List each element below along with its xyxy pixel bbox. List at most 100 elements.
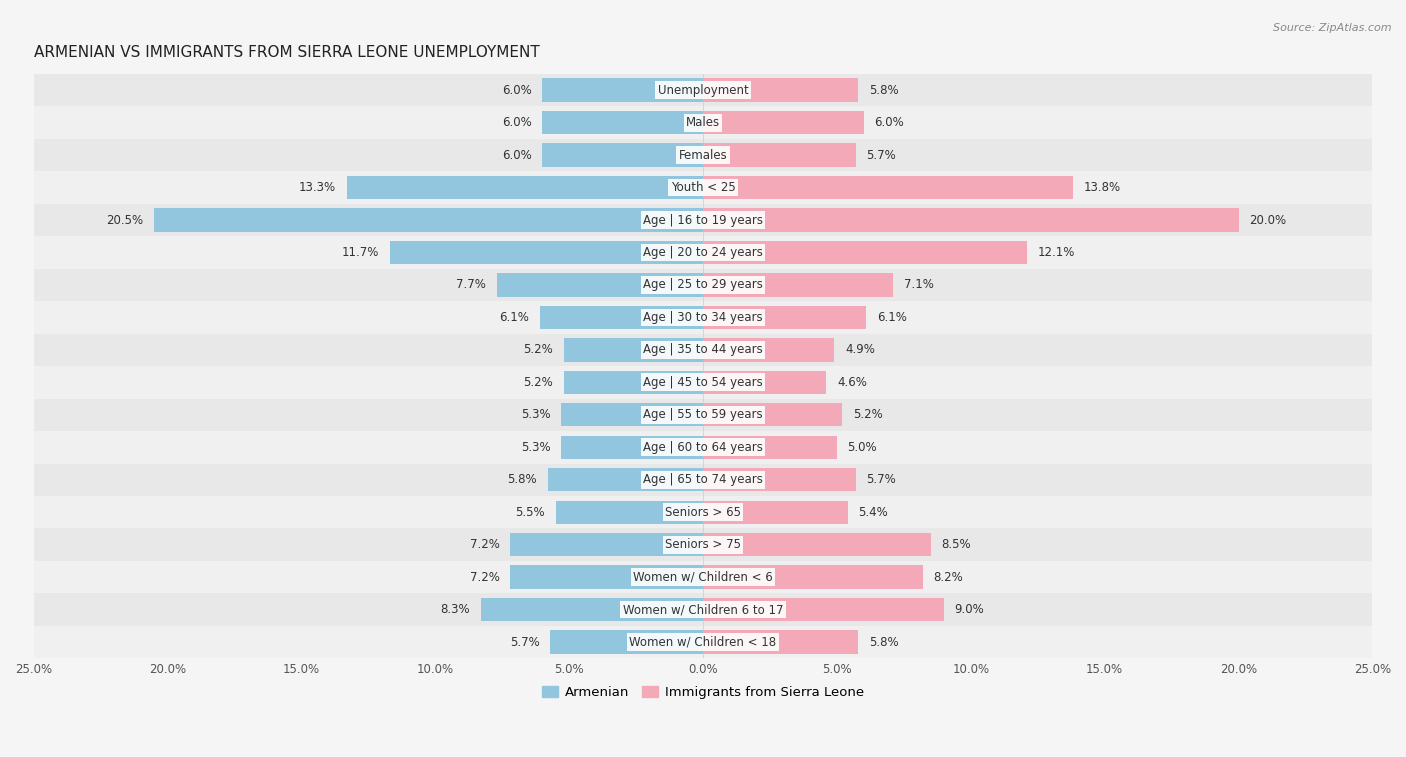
Bar bbox=[34, 593, 1372, 626]
Bar bbox=[543, 79, 703, 102]
Bar bbox=[548, 468, 703, 491]
Text: Women w/ Children 6 to 17: Women w/ Children 6 to 17 bbox=[623, 603, 783, 616]
Bar bbox=[481, 598, 703, 621]
Text: 5.2%: 5.2% bbox=[523, 344, 553, 357]
Text: 5.5%: 5.5% bbox=[516, 506, 546, 519]
Bar bbox=[703, 565, 922, 589]
Bar bbox=[703, 631, 858, 654]
Text: Age | 60 to 64 years: Age | 60 to 64 years bbox=[643, 441, 763, 453]
Text: 5.8%: 5.8% bbox=[869, 84, 898, 97]
Text: 5.3%: 5.3% bbox=[520, 441, 550, 453]
Text: 5.3%: 5.3% bbox=[520, 408, 550, 422]
Text: Age | 55 to 59 years: Age | 55 to 59 years bbox=[643, 408, 763, 422]
Text: 9.0%: 9.0% bbox=[955, 603, 984, 616]
Bar bbox=[564, 338, 703, 362]
Bar bbox=[496, 273, 703, 297]
Text: 13.8%: 13.8% bbox=[1083, 181, 1121, 194]
Bar bbox=[561, 403, 703, 426]
Text: 5.7%: 5.7% bbox=[510, 636, 540, 649]
Text: Age | 65 to 74 years: Age | 65 to 74 years bbox=[643, 473, 763, 486]
Bar bbox=[703, 111, 863, 134]
Bar bbox=[34, 301, 1372, 334]
Text: Women w/ Children < 18: Women w/ Children < 18 bbox=[630, 636, 776, 649]
Text: 6.1%: 6.1% bbox=[877, 311, 907, 324]
Bar bbox=[703, 468, 856, 491]
Bar bbox=[703, 598, 943, 621]
Text: 5.2%: 5.2% bbox=[523, 375, 553, 389]
Bar bbox=[34, 366, 1372, 399]
Bar bbox=[155, 208, 703, 232]
Bar bbox=[703, 371, 827, 394]
Text: Age | 20 to 24 years: Age | 20 to 24 years bbox=[643, 246, 763, 259]
Bar bbox=[510, 533, 703, 556]
Text: 5.2%: 5.2% bbox=[853, 408, 883, 422]
Text: Age | 25 to 29 years: Age | 25 to 29 years bbox=[643, 279, 763, 291]
Text: 20.0%: 20.0% bbox=[1250, 213, 1286, 226]
Text: 11.7%: 11.7% bbox=[342, 246, 380, 259]
Bar bbox=[34, 463, 1372, 496]
Bar bbox=[703, 533, 931, 556]
Text: 6.0%: 6.0% bbox=[502, 84, 531, 97]
Legend: Armenian, Immigrants from Sierra Leone: Armenian, Immigrants from Sierra Leone bbox=[537, 681, 869, 704]
Text: 5.8%: 5.8% bbox=[869, 636, 898, 649]
Bar bbox=[703, 241, 1026, 264]
Bar bbox=[34, 139, 1372, 171]
Bar bbox=[703, 143, 856, 167]
Text: Age | 16 to 19 years: Age | 16 to 19 years bbox=[643, 213, 763, 226]
Bar bbox=[34, 236, 1372, 269]
Text: 20.5%: 20.5% bbox=[107, 213, 143, 226]
Text: 8.5%: 8.5% bbox=[942, 538, 972, 551]
Text: 7.7%: 7.7% bbox=[456, 279, 486, 291]
Text: 6.0%: 6.0% bbox=[875, 116, 904, 129]
Bar bbox=[34, 561, 1372, 593]
Bar bbox=[550, 631, 703, 654]
Bar bbox=[543, 111, 703, 134]
Bar bbox=[703, 403, 842, 426]
Text: 5.4%: 5.4% bbox=[858, 506, 889, 519]
Text: Women w/ Children < 6: Women w/ Children < 6 bbox=[633, 571, 773, 584]
Bar bbox=[34, 496, 1372, 528]
Bar bbox=[34, 399, 1372, 431]
Text: 6.0%: 6.0% bbox=[502, 148, 531, 161]
Text: 6.1%: 6.1% bbox=[499, 311, 529, 324]
Bar bbox=[34, 269, 1372, 301]
Text: ARMENIAN VS IMMIGRANTS FROM SIERRA LEONE UNEMPLOYMENT: ARMENIAN VS IMMIGRANTS FROM SIERRA LEONE… bbox=[34, 45, 540, 61]
Bar bbox=[703, 176, 1073, 199]
Bar bbox=[543, 143, 703, 167]
Bar bbox=[34, 74, 1372, 107]
Text: 4.9%: 4.9% bbox=[845, 344, 875, 357]
Bar bbox=[34, 626, 1372, 659]
Text: Males: Males bbox=[686, 116, 720, 129]
Text: 4.6%: 4.6% bbox=[837, 375, 866, 389]
Text: 13.3%: 13.3% bbox=[299, 181, 336, 194]
Bar bbox=[510, 565, 703, 589]
Bar bbox=[347, 176, 703, 199]
Text: 7.1%: 7.1% bbox=[904, 279, 934, 291]
Bar bbox=[34, 204, 1372, 236]
Bar bbox=[703, 338, 834, 362]
Bar bbox=[703, 306, 866, 329]
Text: 5.7%: 5.7% bbox=[866, 473, 896, 486]
Bar bbox=[34, 171, 1372, 204]
Bar bbox=[703, 273, 893, 297]
Text: Age | 30 to 34 years: Age | 30 to 34 years bbox=[643, 311, 763, 324]
Bar bbox=[703, 500, 848, 524]
Text: 5.8%: 5.8% bbox=[508, 473, 537, 486]
Text: Seniors > 65: Seniors > 65 bbox=[665, 506, 741, 519]
Text: Source: ZipAtlas.com: Source: ZipAtlas.com bbox=[1274, 23, 1392, 33]
Bar bbox=[34, 107, 1372, 139]
Bar bbox=[34, 431, 1372, 463]
Text: Age | 45 to 54 years: Age | 45 to 54 years bbox=[643, 375, 763, 389]
Text: 5.0%: 5.0% bbox=[848, 441, 877, 453]
Bar bbox=[34, 528, 1372, 561]
Text: 7.2%: 7.2% bbox=[470, 571, 499, 584]
Bar bbox=[703, 79, 858, 102]
Text: 7.2%: 7.2% bbox=[470, 538, 499, 551]
Text: Seniors > 75: Seniors > 75 bbox=[665, 538, 741, 551]
Bar bbox=[34, 334, 1372, 366]
Text: Youth < 25: Youth < 25 bbox=[671, 181, 735, 194]
Bar bbox=[564, 371, 703, 394]
Bar bbox=[555, 500, 703, 524]
Text: 8.2%: 8.2% bbox=[934, 571, 963, 584]
Bar bbox=[703, 208, 1239, 232]
